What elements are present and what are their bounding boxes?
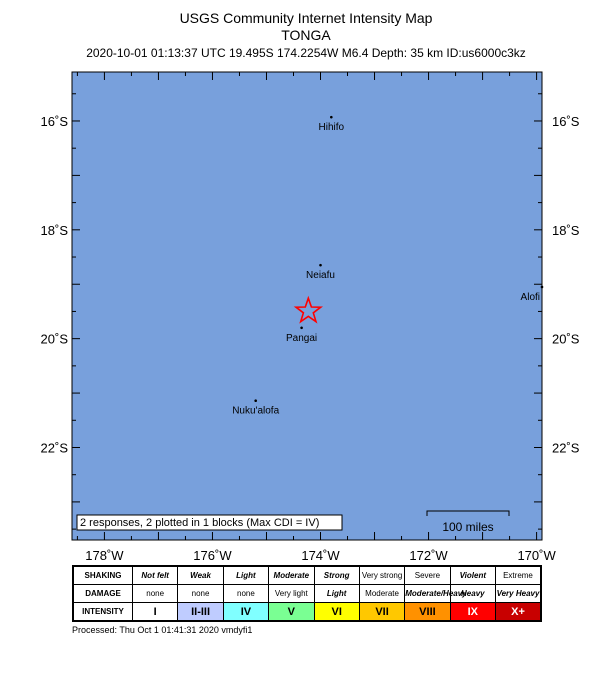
lat-tick-label-left: 22˚S (41, 440, 69, 455)
legend-intensity-cell: VII (358, 602, 406, 622)
lat-tick-label-right: 16˚S (552, 114, 580, 129)
lat-tick-label-right: 20˚S (552, 332, 580, 347)
legend-damage-cell: Light (313, 584, 360, 603)
epicenter-star (293, 295, 324, 324)
place-label: Hihifo (319, 122, 345, 133)
lat-tick-label-right: 22˚S (552, 440, 580, 455)
scale-bar: 100 miles (426, 510, 510, 534)
lat-tick-label-right: 18˚S (552, 223, 580, 238)
map-title: USGS Community Internet Intensity Map (179, 10, 433, 26)
intensity-map: 178˚W 176˚W 174˚W 172˚W 170˚W 16˚S 16˚S 18˚S 18˚… (41, 71, 580, 560)
map-tick-labels: 178˚W 176˚W 174˚W 172˚W 170˚W 16˚S 16˚S 18˚S 18˚… (41, 114, 580, 560)
event-info: 2020-10-01 01:13:37 UTC 19.495S 174.2254… (86, 46, 526, 60)
lat-tick-label-left: 16˚S (41, 114, 69, 129)
legend-shaking-cell: Extreme (495, 565, 542, 585)
legend-shaking-cell: Severe (404, 565, 451, 585)
lon-tick-label: 178˚W (85, 548, 124, 560)
intensity-legend: SHAKING Not felt Weak Light Moderate Strong V… (72, 565, 542, 622)
legend-damage-cell: none (177, 584, 224, 603)
place-dot (330, 115, 333, 119)
legend-intensity-cell: X+ (495, 602, 542, 622)
legend-damage-cell: none (222, 584, 270, 603)
place-label: Neiafu (306, 270, 335, 281)
place-dot (319, 263, 322, 267)
processed-timestamp: Processed: Thu Oct 1 01:41:31 2020 vmdyf… (72, 625, 253, 635)
legend-intensity-cell: IV (222, 602, 270, 622)
lat-tick-label-left: 18˚S (41, 223, 69, 238)
legend-damage-cell: Moderate/Heavy (404, 584, 467, 603)
legend-damage-cell: Moderate (358, 584, 406, 603)
legend-damage-cell: Heavy (449, 584, 497, 603)
legend-shaking-cell: Violent (449, 565, 497, 585)
legend-damage-label: DAMAGE (72, 584, 133, 603)
legend-shaking-cell: Weak (177, 565, 224, 585)
legend-intensity-cell: V (268, 602, 315, 622)
legend-shaking-cell: Moderate (268, 565, 315, 585)
legend-damage-cell: none (131, 584, 179, 603)
place-dot (254, 399, 257, 402)
place-dot (300, 326, 303, 330)
legend-intensity-cell: VIII (404, 602, 451, 622)
scale-bar-label: 100 miles (442, 520, 493, 534)
region-title: TONGA (281, 27, 331, 43)
legend-shaking-row: SHAKING Not felt Weak Light Moderate Strong V… (72, 565, 542, 585)
responses-note-text: 2 responses, 2 plotted in 1 blocks (Max … (80, 517, 319, 529)
place-label: Pangai (286, 333, 317, 344)
place-label: Nuku'alofa (232, 406, 279, 417)
legend-intensity-cell: I (131, 602, 179, 622)
legend-shaking-cell: Light (222, 565, 270, 585)
lon-tick-label: 172˚W (409, 548, 448, 560)
lon-tick-label: 170˚W (517, 548, 556, 560)
legend-shaking-cell: Not felt (131, 565, 179, 585)
legend-intensity-cell: IX (449, 602, 497, 622)
lon-tick-label: 176˚W (193, 548, 232, 560)
place-markers: Hihifo Neiafu Pangai Nuku'alofa Alofi (232, 115, 544, 417)
legend-shaking-cell: Very strong (358, 565, 406, 585)
map-frame (71, 71, 543, 541)
legend-shaking-label: SHAKING (72, 565, 133, 585)
legend-intensity-label: INTENSITY (72, 602, 133, 622)
legend-damage-cell: Very light (268, 584, 315, 603)
ocean-area (72, 72, 542, 540)
legend-intensity-cell: VI (313, 602, 360, 622)
legend-damage-row: DAMAGE none none none Very light Light Modera… (72, 584, 542, 603)
map-ticks (72, 72, 542, 540)
lat-tick-label-left: 20˚S (41, 332, 69, 347)
legend-shaking-cell: Strong (313, 565, 360, 585)
legend-intensity-cell: II-III (177, 602, 224, 622)
legend-intensity-row: INTENSITY I II-III IV V VI VII VIII IX X+ (72, 602, 542, 622)
legend-damage-cell: Very Heavy (495, 584, 542, 603)
responses-note: 2 responses, 2 plotted in 1 blocks (Max … (76, 514, 343, 531)
lon-tick-label: 174˚W (301, 548, 340, 560)
place-label: Alofi (521, 292, 540, 303)
